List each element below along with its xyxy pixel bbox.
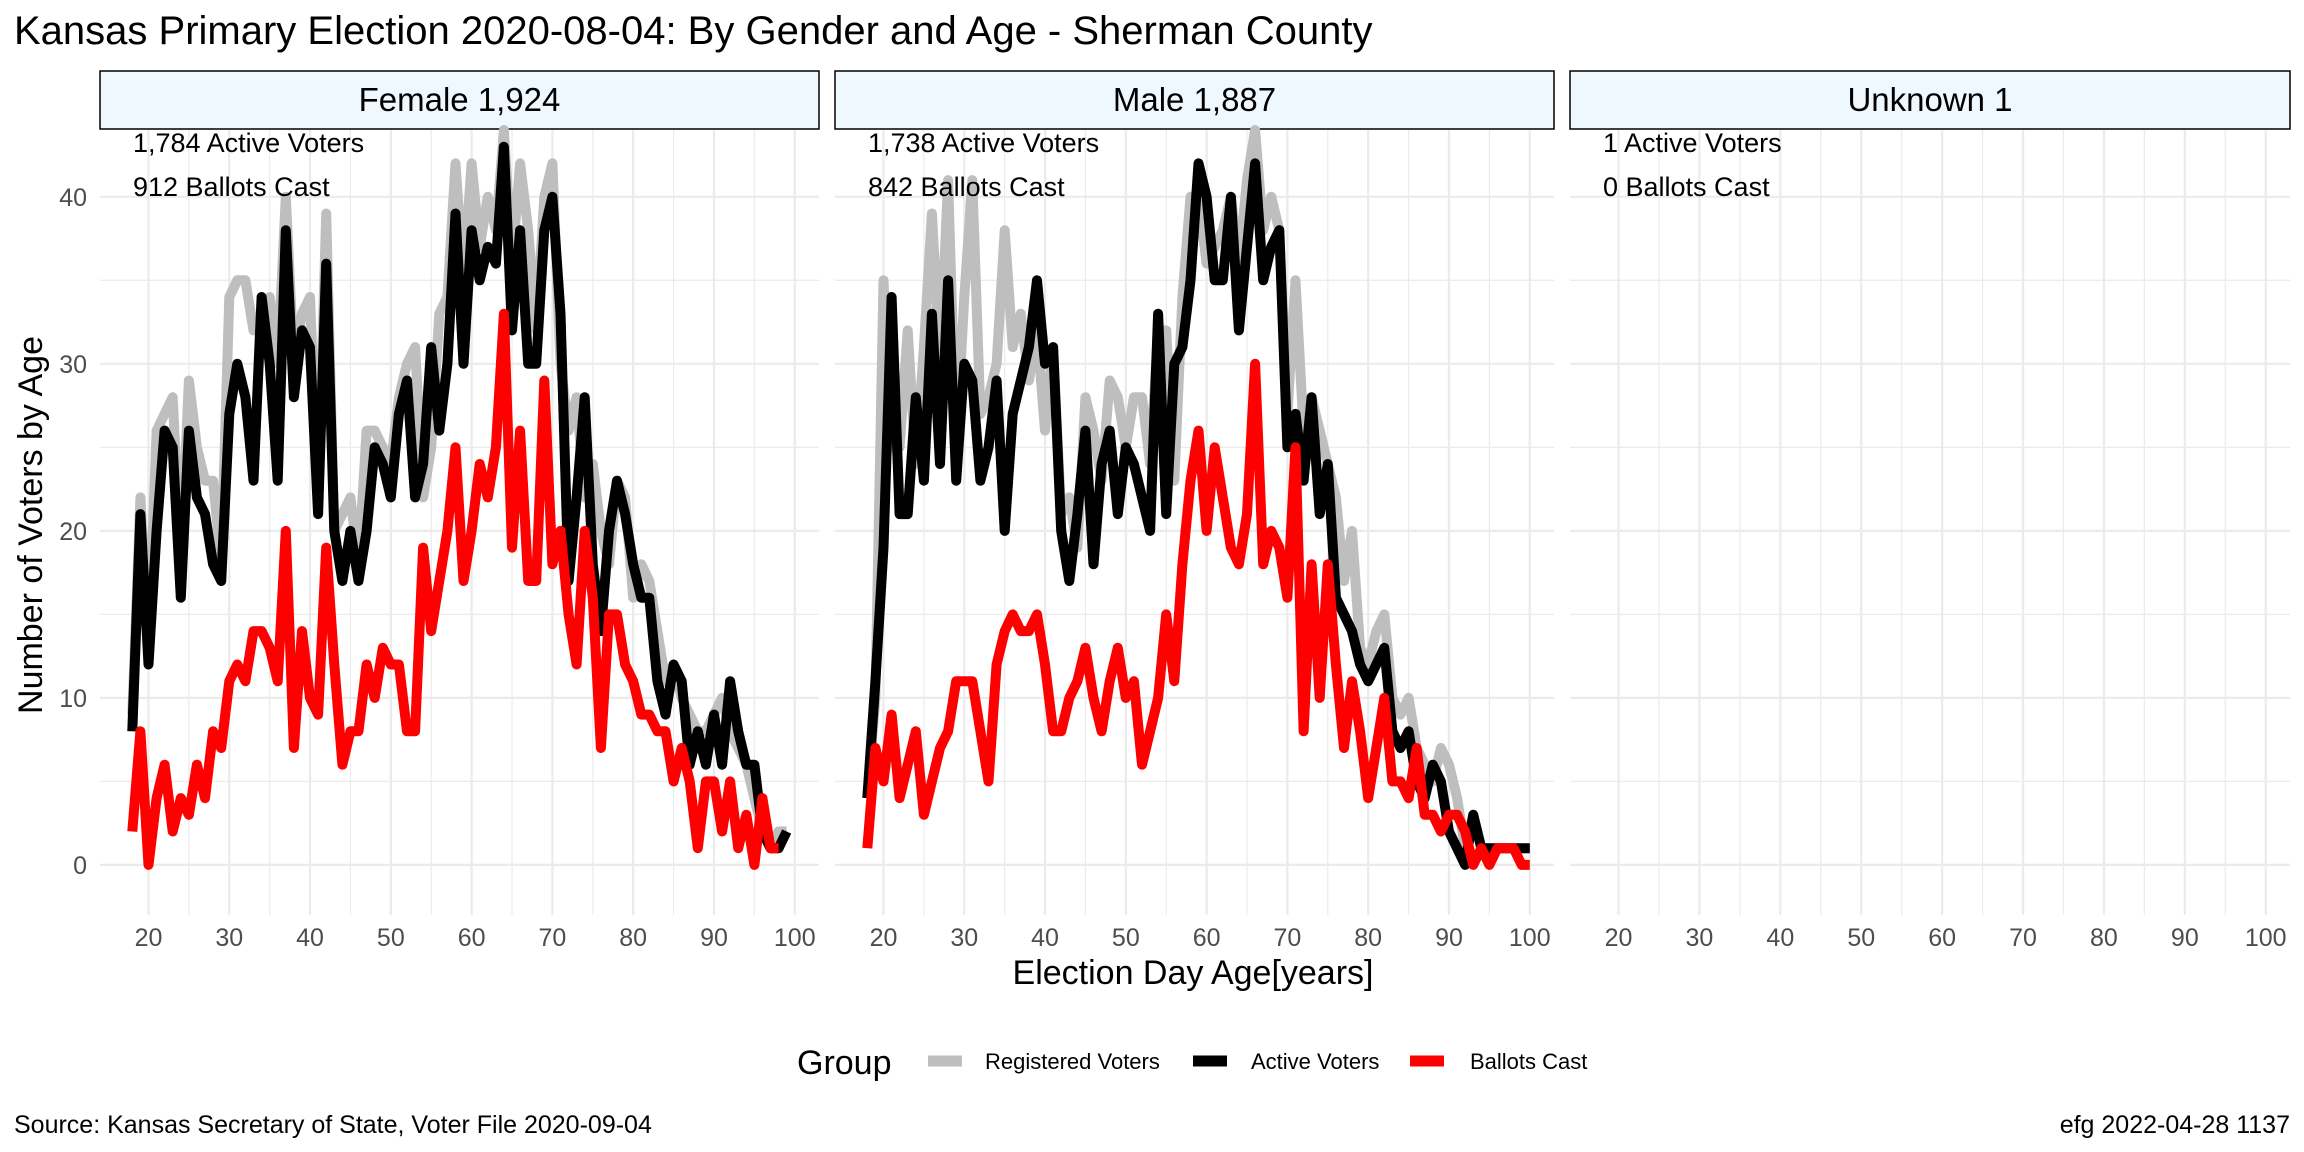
legend-item-registered: Registered Voters [928,1049,1160,1074]
timestamp-caption: efg 2022-04-28 1137 [2060,1111,2290,1139]
x-tick-label: 40 [1031,924,1059,952]
x-tick-label: 40 [1766,924,1794,952]
x-tick-label: 100 [2245,924,2287,952]
x-tick-label: 40 [296,924,324,952]
facet-strip [834,70,1555,130]
x-tick-label: 80 [2090,924,2118,952]
facet-strip-label: Unknown 1 [1847,81,2012,118]
legend-title: Group [797,1044,892,1082]
facet-panels: Female 1,924 20 30 40 50 60 70 80 90 100 0 10 20 30 40… [59,70,2291,952]
panel-3: Unknown 1 20 30 40 50 60 70 80 90 100 1 Active Vot… [1569,70,2291,952]
y-axis-label: Number of Voters by Age [12,336,50,714]
y-tick-label: 30 [59,351,87,379]
legend-item-active: Active Voters [1193,1049,1379,1074]
x-tick-label: 30 [950,924,978,952]
x-tick-label: 50 [1847,924,1875,952]
panel-2: Male 1,887 20 30 40 50 60 70 80 90 100 1,738 Activ… [834,70,1555,952]
panel-annotation: 1 Active Voters [1603,128,1782,158]
x-tick-label: 20 [135,924,163,952]
panel-annotation: 912 Ballots Cast [133,172,330,202]
x-tick-label: 60 [1928,924,1956,952]
panel-annotation: 1,784 Active Voters [133,128,364,158]
facet-strip [1569,70,2291,130]
y-tick-label: 40 [59,184,87,212]
x-tick-label: 60 [458,924,486,952]
legend: Group Registered Voters Active Voters Ba… [797,1044,1587,1082]
legend-label-registered: Registered Voters [985,1049,1160,1074]
x-tick-label: 100 [1509,924,1551,952]
panel-1: Female 1,924 20 30 40 50 60 70 80 90 100 0 10 20 30 40… [59,70,820,952]
x-tick-label: 20 [870,924,898,952]
series-line-ballots [862,358,1530,870]
legend-label-ballots: Ballots Cast [1470,1049,1587,1074]
x-tick-label: 90 [2171,924,2199,952]
panel-annotation: 842 Ballots Cast [868,172,1065,202]
x-tick-label: 60 [1193,924,1221,952]
x-tick-label: 50 [1112,924,1140,952]
series-line-ballots [127,308,779,870]
x-tick-label: 90 [1435,924,1463,952]
legend-label-active: Active Voters [1251,1049,1379,1074]
x-axis-label: Election Day Age[years] [1013,954,1374,992]
facet-strip-label: Female 1,924 [359,81,561,118]
series-line-active [127,141,792,854]
x-tick-label: 30 [215,924,243,952]
source-caption: Source: Kansas Secretary of State, Voter… [14,1111,652,1139]
x-tick-label: 70 [538,924,566,952]
y-tick-label: 20 [59,518,87,546]
x-tick-label: 50 [377,924,405,952]
x-tick-label: 90 [700,924,728,952]
x-tick-label: 20 [1605,924,1633,952]
x-tick-label: 30 [1686,924,1714,952]
legend-item-ballots: Ballots Cast [1410,1049,1587,1074]
panel-annotation: 0 Ballots Cast [1603,172,1770,202]
x-tick-label: 70 [1273,924,1301,952]
x-tick-label: 80 [1354,924,1382,952]
x-tick-label: 70 [2009,924,2037,952]
y-tick-label: 10 [59,685,87,713]
facet-strip-label: Male 1,887 [1113,81,1276,118]
x-tick-label: 100 [774,924,816,952]
y-tick-label: 0 [73,852,87,880]
panel-annotation: 1,738 Active Voters [868,128,1099,158]
x-tick-label: 80 [619,924,647,952]
facet-strip [99,70,820,130]
chart-title: Kansas Primary Election 2020-08-04: By G… [14,9,1373,53]
